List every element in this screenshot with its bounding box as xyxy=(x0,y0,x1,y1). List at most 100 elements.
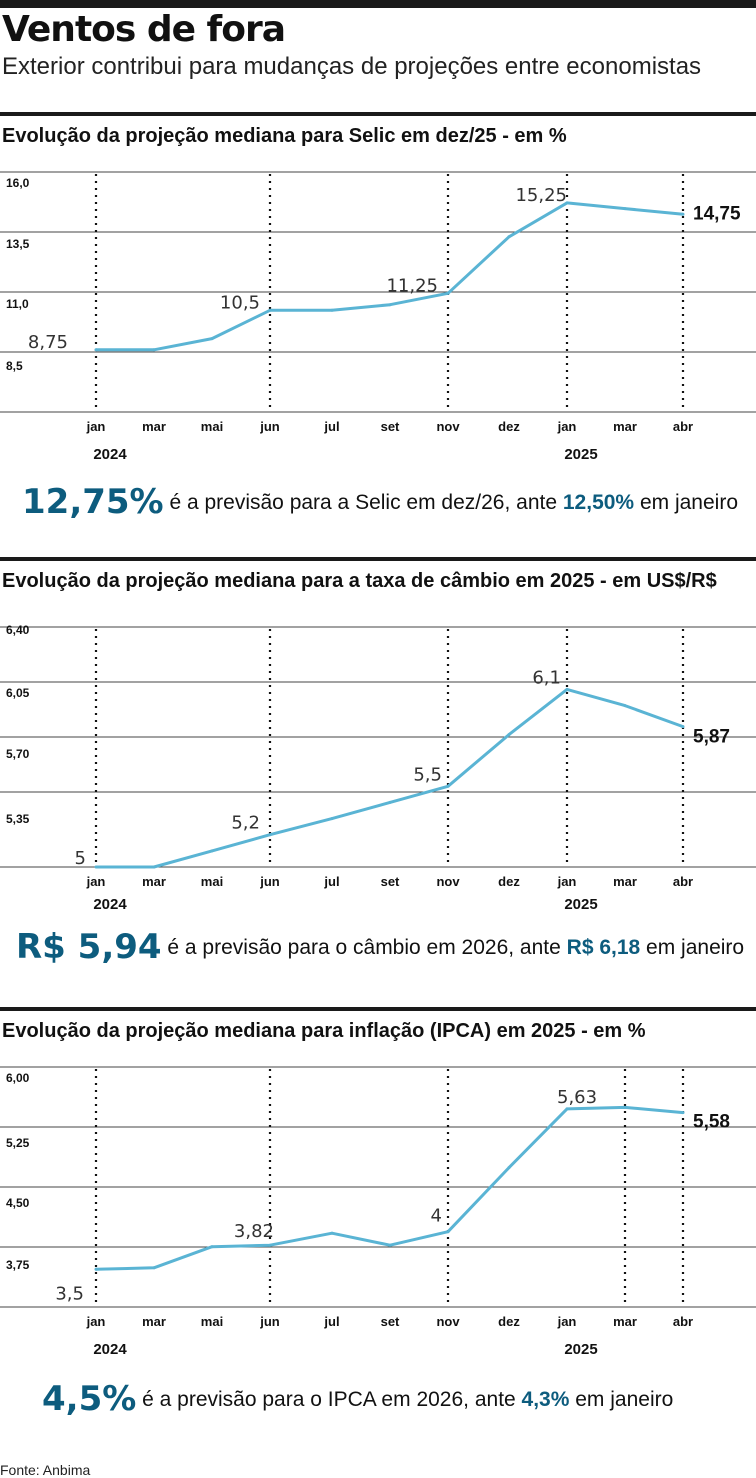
data-point xyxy=(268,308,272,312)
x-tick-label: dez xyxy=(498,1314,520,1329)
data-point xyxy=(388,1243,392,1247)
data-point xyxy=(94,348,98,352)
y-tick-label: 5,35 xyxy=(6,812,30,826)
y-tick-label: 4,50 xyxy=(6,1196,30,1210)
footnote-text-end: em janeiro xyxy=(640,936,745,959)
data-point xyxy=(681,1111,685,1115)
data-label: 11,25 xyxy=(386,275,438,296)
data-point xyxy=(446,784,450,788)
x-tick-label: set xyxy=(381,1314,400,1329)
footnote-previous-value: 4,3% xyxy=(521,1388,570,1411)
data-point xyxy=(623,1105,627,1109)
x-tick-label: jan xyxy=(86,1314,106,1329)
data-label: 4 xyxy=(431,1206,442,1227)
data-label: 8,75 xyxy=(28,332,68,353)
data-label: 14,75 xyxy=(693,203,741,224)
x-tick-label: mar xyxy=(142,1314,166,1329)
cambio-chart: 6,40 6,05 5,70 5,35 jan mar mai jun jul set nov dez… xyxy=(0,623,756,927)
data-label: 10,5 xyxy=(220,292,260,313)
y-tick-label: 6,00 xyxy=(6,1071,30,1085)
x-tick-label: jan xyxy=(86,874,106,889)
x-tick-label: set xyxy=(381,419,400,434)
cambio-section: Evolução da projeção mediana para a taxa… xyxy=(0,557,756,987)
y-tick-label: 5,70 xyxy=(6,747,30,761)
year-label: 2025 xyxy=(564,1341,597,1358)
data-point xyxy=(565,201,569,205)
data-point xyxy=(388,800,392,804)
y-tick-label: 8,5 xyxy=(6,359,23,373)
x-tick-label: jan xyxy=(557,1314,577,1329)
ipca-chart: 6,00 5,25 4,50 3,75 jan mar mai jun jul set nov dez… xyxy=(0,1066,756,1367)
page-subtitle: Exterior contribui para mudanças de proj… xyxy=(2,53,702,80)
source-note: Fonte: Anbima xyxy=(0,1462,91,1478)
data-point xyxy=(565,687,569,691)
data-label: 6,1 xyxy=(532,667,561,688)
ipca-footnote: 4,5% é a previsão para o IPCA em 2026, a… xyxy=(42,1379,756,1419)
cambio-footnote: R$ 5,94 é a previsão para o câmbio em 20… xyxy=(16,927,756,967)
x-tick-label: jul xyxy=(323,874,339,889)
x-tick-label: jul xyxy=(323,419,339,434)
year-label: 2024 xyxy=(93,896,127,913)
selic-chart-svg: 16,0 13,5 11,0 8,5 jan mar mai jun jul set nov dez j… xyxy=(0,171,756,463)
x-tick-label: abr xyxy=(673,419,693,434)
selic-footnote: 12,75% é a previsão para a Selic em dez/… xyxy=(22,482,756,522)
data-point xyxy=(565,1107,569,1111)
footnote-previous-value: R$ 6,18 xyxy=(566,936,641,959)
section-title: Evolução da projeção mediana para inflaç… xyxy=(2,1020,646,1042)
data-point xyxy=(507,235,511,239)
x-tick-label: nov xyxy=(436,874,460,889)
footnote-text: é a previsão para a Selic em dez/26, ant… xyxy=(163,491,563,514)
x-tick-label: jun xyxy=(259,419,280,434)
x-tick-label: mar xyxy=(613,1314,637,1329)
data-point xyxy=(210,337,214,341)
x-tick-label: mar xyxy=(142,419,166,434)
data-point xyxy=(152,348,156,352)
footnote-highlight-value: R$ 5,94 xyxy=(16,927,162,967)
x-tick-label: mar xyxy=(613,419,637,434)
data-label: 5,87 xyxy=(693,727,730,748)
data-point xyxy=(507,733,511,737)
x-tick-label: nov xyxy=(436,1314,460,1329)
footnote-previous-value: 12,50% xyxy=(562,491,635,514)
section-rule xyxy=(0,1007,756,1011)
data-point xyxy=(388,303,392,307)
ipca-section: Evolução da projeção mediana para inflaç… xyxy=(0,1007,756,1447)
x-tick-label: jan xyxy=(557,874,577,889)
x-tick-label: mai xyxy=(201,419,223,434)
footnote-text: é a previsão para o câmbio em 2026, ante xyxy=(161,936,567,959)
data-point xyxy=(623,207,627,211)
x-tick-label: mar xyxy=(613,874,637,889)
data-label: 3,5 xyxy=(55,1283,84,1304)
x-tick-label: nov xyxy=(436,419,460,434)
y-tick-label: 11,0 xyxy=(6,297,29,311)
x-tick-label: jan xyxy=(86,419,106,434)
data-point xyxy=(152,1266,156,1270)
y-tick-label: 16,0 xyxy=(6,176,30,190)
data-label: 5 xyxy=(75,848,86,869)
data-point xyxy=(507,1166,511,1170)
cambio-chart-svg: 6,40 6,05 5,70 5,35 jan mar mai jun jul set nov dez… xyxy=(0,623,756,913)
data-point xyxy=(330,308,334,312)
data-point xyxy=(681,725,685,729)
data-point xyxy=(446,1230,450,1234)
data-label: 5,2 xyxy=(231,813,260,834)
y-tick-label: 3,75 xyxy=(6,1258,30,1272)
section-title: Evolução da projeção mediana para Selic … xyxy=(2,125,567,147)
x-tick-label: mai xyxy=(201,1314,223,1329)
year-label: 2024 xyxy=(93,446,127,463)
year-label: 2025 xyxy=(564,896,597,913)
data-point xyxy=(268,1243,272,1247)
footnote-text: é a previsão para o IPCA em 2026, ante xyxy=(136,1388,522,1411)
footnote-text-end: em janeiro xyxy=(634,491,738,514)
data-point xyxy=(152,865,156,869)
x-tick-label: jul xyxy=(323,1314,339,1329)
data-label: 5,58 xyxy=(693,1112,730,1133)
ipca-chart-svg: 6,00 5,25 4,50 3,75 jan mar mai jun jul set nov dez… xyxy=(0,1066,756,1358)
section-rule xyxy=(0,557,756,561)
data-point xyxy=(94,1267,98,1271)
data-label: 5,5 xyxy=(413,764,442,785)
data-point xyxy=(268,833,272,837)
y-tick-label: 6,05 xyxy=(6,686,30,700)
x-tick-label: abr xyxy=(673,874,693,889)
data-point xyxy=(623,704,627,708)
